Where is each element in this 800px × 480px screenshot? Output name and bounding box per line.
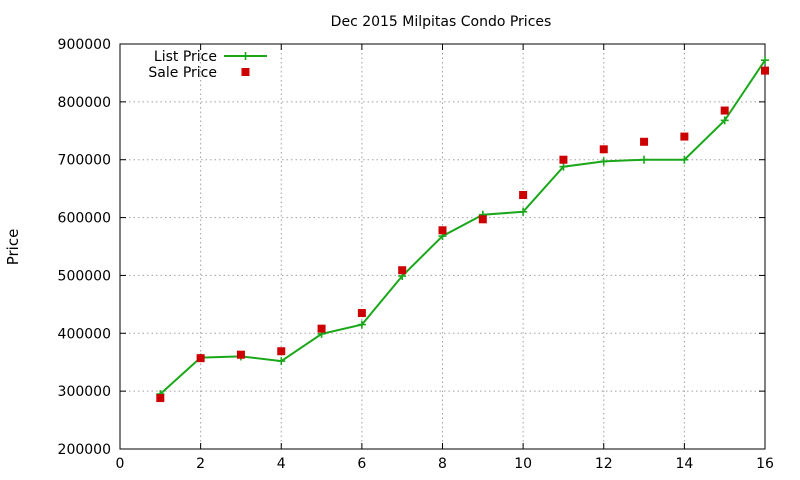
sale-price-point [317, 324, 326, 333]
legend-swatch-sale-price [241, 68, 250, 76]
sale-price-point [519, 191, 528, 200]
sale-price-point [680, 132, 689, 141]
sale-price-point [478, 215, 487, 224]
y-tick-label: 200000 [58, 442, 111, 458]
y-tick-label: 300000 [58, 384, 111, 400]
sale-price-point [761, 66, 769, 75]
list-price-point [680, 155, 689, 164]
x-tick-label: 0 [116, 456, 125, 472]
sale-price-point [720, 106, 729, 115]
sale-price-point [438, 226, 447, 235]
sale-price-point [196, 354, 205, 363]
y-tick-label: 900000 [58, 37, 111, 53]
series [156, 56, 769, 403]
sale-price-point [357, 309, 366, 318]
sale-price-point [559, 155, 568, 164]
list-price-point [277, 357, 286, 366]
x-tick-label: 6 [357, 456, 366, 472]
list-price-point [761, 56, 769, 65]
grid [120, 44, 765, 449]
list-price-point [559, 162, 568, 171]
x-tick-label: 10 [514, 456, 532, 472]
list-price-point [640, 155, 649, 164]
sale-price-point [236, 350, 245, 359]
sale-price-point [277, 347, 286, 356]
x-tick-label: 4 [277, 456, 286, 472]
x-tick-label: 16 [756, 456, 774, 472]
axis-ticks: 0 2 4 6 8 10 12 14 16 200000 300000 400000 500000 600… [58, 37, 774, 472]
sale-price-point [156, 394, 165, 403]
list-price-point [519, 207, 528, 216]
list-price-point [599, 157, 608, 166]
x-tick-label: 14 [675, 456, 693, 472]
x-tick-label: 8 [438, 456, 447, 472]
sale-price-point [640, 137, 649, 146]
y-tick-label: 700000 [58, 153, 111, 169]
legend: List Price Sale Price [148, 49, 267, 81]
list-price-point [357, 320, 366, 329]
y-tick-label: 800000 [58, 95, 111, 111]
y-tick-label: 500000 [58, 268, 111, 284]
y-axis-label: Price [4, 229, 22, 266]
legend-label-list-price: List Price [154, 49, 217, 65]
x-tick-label: 2 [196, 456, 205, 472]
sale-price-point [398, 266, 407, 275]
legend-label-sale-price: Sale Price [148, 65, 217, 81]
y-tick-label: 400000 [58, 326, 111, 342]
chart-title: Dec 2015 Milpitas Condo Prices [331, 14, 552, 30]
sale-price-point [599, 145, 608, 154]
y-tick-label: 600000 [58, 211, 111, 227]
list-price-line [159, 59, 766, 395]
list-price-point [720, 116, 729, 125]
x-tick-label: 12 [595, 456, 613, 472]
